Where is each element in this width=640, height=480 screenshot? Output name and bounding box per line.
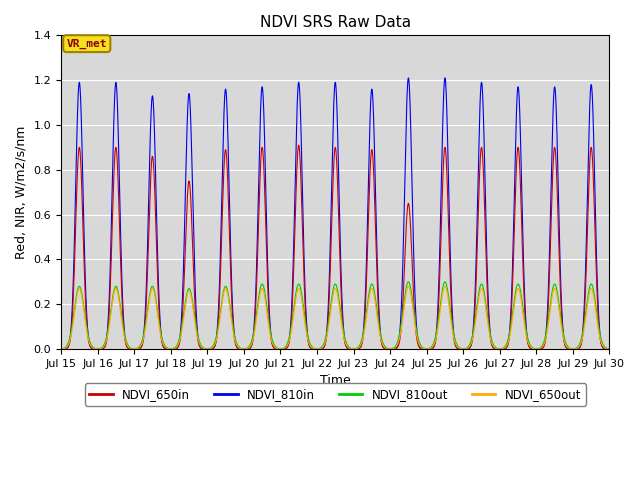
Y-axis label: Red, NIR, W/m2/s/nm: Red, NIR, W/m2/s/nm — [15, 125, 28, 259]
NDVI_650in — [295, 142, 303, 148]
NDVI_650in — [489, 345, 497, 350]
NDVI_810in — [169, 346, 177, 352]
NDVI_810in — [604, 346, 611, 352]
X-axis label: Time: Time — [320, 374, 351, 387]
NDVI_650out — [57, 346, 65, 352]
NDVI_810out — [262, 300, 270, 305]
NDVI_810out — [57, 346, 65, 352]
NDVI_650out — [605, 346, 613, 352]
Legend: NDVI_650in, NDVI_810in, NDVI_810out, NDVI_650out: NDVI_650in, NDVI_810in, NDVI_810out, NDV… — [84, 384, 586, 406]
NDVI_810out — [441, 279, 449, 285]
NDVI_810in — [411, 290, 419, 296]
NDVI_810out — [175, 339, 182, 345]
NDVI_650out — [262, 305, 270, 311]
NDVI_650in — [411, 317, 419, 323]
NDVI_810in — [175, 342, 182, 348]
Text: VR_met: VR_met — [67, 38, 107, 49]
NDVI_650in — [604, 346, 611, 352]
NDVI_650out — [604, 346, 611, 352]
NDVI_650in — [605, 346, 613, 352]
NDVI_810in — [262, 210, 270, 216]
NDVI_650in — [169, 346, 177, 352]
Line: NDVI_810out: NDVI_810out — [61, 282, 609, 349]
NDVI_810in — [57, 346, 65, 352]
NDVI_810out — [411, 316, 419, 322]
NDVI_810out — [605, 346, 613, 352]
Line: NDVI_810in: NDVI_810in — [61, 78, 609, 349]
NDVI_650out — [411, 321, 419, 327]
NDVI_810out — [169, 346, 177, 351]
NDVI_650out — [489, 343, 497, 348]
NDVI_650out — [441, 283, 449, 289]
NDVI_650out — [175, 341, 182, 347]
NDVI_650in — [262, 242, 270, 248]
NDVI_650out — [169, 346, 177, 352]
NDVI_810in — [605, 346, 613, 352]
NDVI_650in — [57, 346, 65, 352]
NDVI_810in — [489, 344, 497, 349]
Line: NDVI_650in: NDVI_650in — [61, 145, 609, 349]
NDVI_810out — [489, 340, 497, 346]
Title: NDVI SRS Raw Data: NDVI SRS Raw Data — [260, 15, 411, 30]
Line: NDVI_650out: NDVI_650out — [61, 286, 609, 349]
NDVI_810in — [441, 75, 449, 81]
NDVI_810out — [604, 346, 611, 351]
NDVI_650in — [175, 344, 182, 349]
